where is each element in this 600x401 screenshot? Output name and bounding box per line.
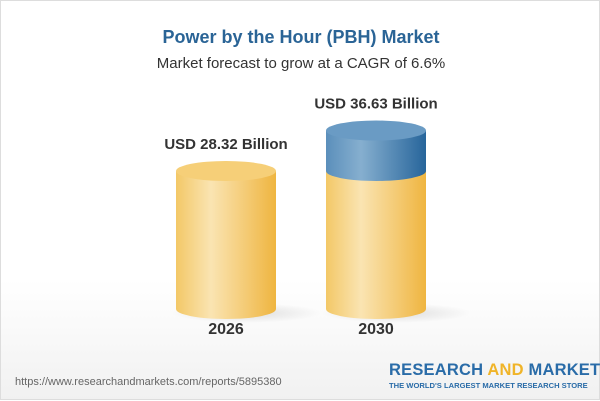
bar-2030-body <box>326 171 426 319</box>
category-label: 2026 <box>208 321 244 338</box>
bar-2026-body <box>176 171 276 319</box>
bar-top-2030 <box>326 120 426 141</box>
chart-title: Power by the Hour (PBH) Market <box>162 27 440 47</box>
category-label: 2030 <box>358 321 394 338</box>
bar-top-2026 <box>176 161 276 181</box>
data-label: USD 36.63 Billion <box>314 96 437 113</box>
source-url[interactable]: https://www.researchandmarkets.com/repor… <box>15 376 282 388</box>
data-label: USD 28.32 Billion <box>164 136 287 153</box>
chart-subtitle: Market forecast to grow at a CAGR of 6.6… <box>156 55 446 72</box>
bar-growth-2030-body <box>326 130 426 181</box>
research-and-markets-logo: RESEARCH AND MARKETS THE WORLD'S LARGEST… <box>389 361 600 390</box>
